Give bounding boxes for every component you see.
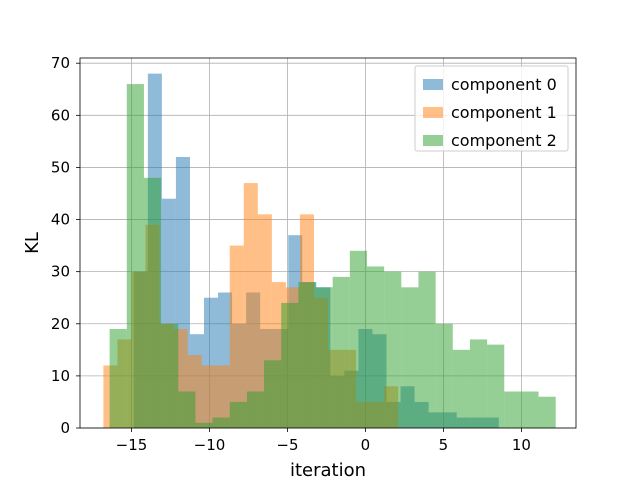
histogram-bar <box>246 391 265 428</box>
histogram-bar <box>418 271 436 428</box>
x-tick-label: 10 <box>512 436 531 454</box>
plot-frame <box>79 57 577 429</box>
histogram-bar <box>401 287 419 428</box>
x-tick-label: −5 <box>276 436 298 454</box>
histogram-bar <box>521 391 539 428</box>
y-tick-label: 10 <box>51 367 70 385</box>
histogram-bar <box>215 365 230 428</box>
histogram-bar <box>109 328 127 428</box>
y-tick-label: 20 <box>51 315 70 333</box>
y-axis-label: KL <box>22 232 43 254</box>
histogram-bar <box>315 287 333 428</box>
legend-label: component 2 <box>451 131 557 150</box>
histogram-bar <box>349 250 367 428</box>
y-tick-label: 50 <box>51 158 70 176</box>
y-axis: 0 10 20 30 40 50 60 70 <box>51 54 80 437</box>
x-tick-label: 5 <box>439 436 449 454</box>
series-2 <box>109 84 556 428</box>
x-tick-label: −15 <box>116 436 148 454</box>
y-tick-label: 70 <box>51 54 70 72</box>
histogram-bar <box>538 396 556 428</box>
histogram-bar <box>212 417 230 428</box>
legend: component 0 component 1 component 2 <box>414 65 569 152</box>
legend-label: component 0 <box>451 75 557 94</box>
histogram-bar <box>195 422 213 428</box>
histogram-bar <box>298 282 316 428</box>
legend-label: component 1 <box>451 103 557 122</box>
histogram-bar <box>243 183 258 428</box>
y-tick-label: 0 <box>60 419 70 437</box>
histogram-bar <box>504 391 522 428</box>
histogram-bar <box>452 349 470 428</box>
histogram-bars <box>103 73 556 429</box>
histogram-bar <box>384 271 402 428</box>
histogram-bar <box>281 302 299 428</box>
histogram-bar <box>332 276 350 428</box>
histogram-bar <box>126 84 144 428</box>
histogram-bar <box>161 323 179 428</box>
x-tick-label: −10 <box>194 436 226 454</box>
legend-swatch <box>423 79 443 90</box>
histogram-bar <box>264 360 282 428</box>
legend-swatch <box>423 107 443 118</box>
x-axis-label: iteration <box>290 460 366 480</box>
x-tick-label: 0 <box>361 436 371 454</box>
histogram-bar <box>178 391 196 428</box>
histogram-bar <box>229 245 244 428</box>
histogram-bar <box>469 339 488 428</box>
histogram-bar <box>143 177 162 428</box>
y-tick-label: 60 <box>51 106 70 124</box>
histogram-bar <box>487 344 505 428</box>
histogram-bar <box>435 323 453 428</box>
y-tick-label: 40 <box>51 211 70 229</box>
histogram-bar <box>366 266 385 428</box>
legend-swatch <box>423 135 443 146</box>
histogram-bar <box>201 365 216 428</box>
y-tick-label: 30 <box>51 263 70 281</box>
x-axis: −15 −10 −5 0 5 10 <box>116 428 531 454</box>
legend-box <box>414 65 569 152</box>
histogram-bar <box>229 401 247 428</box>
